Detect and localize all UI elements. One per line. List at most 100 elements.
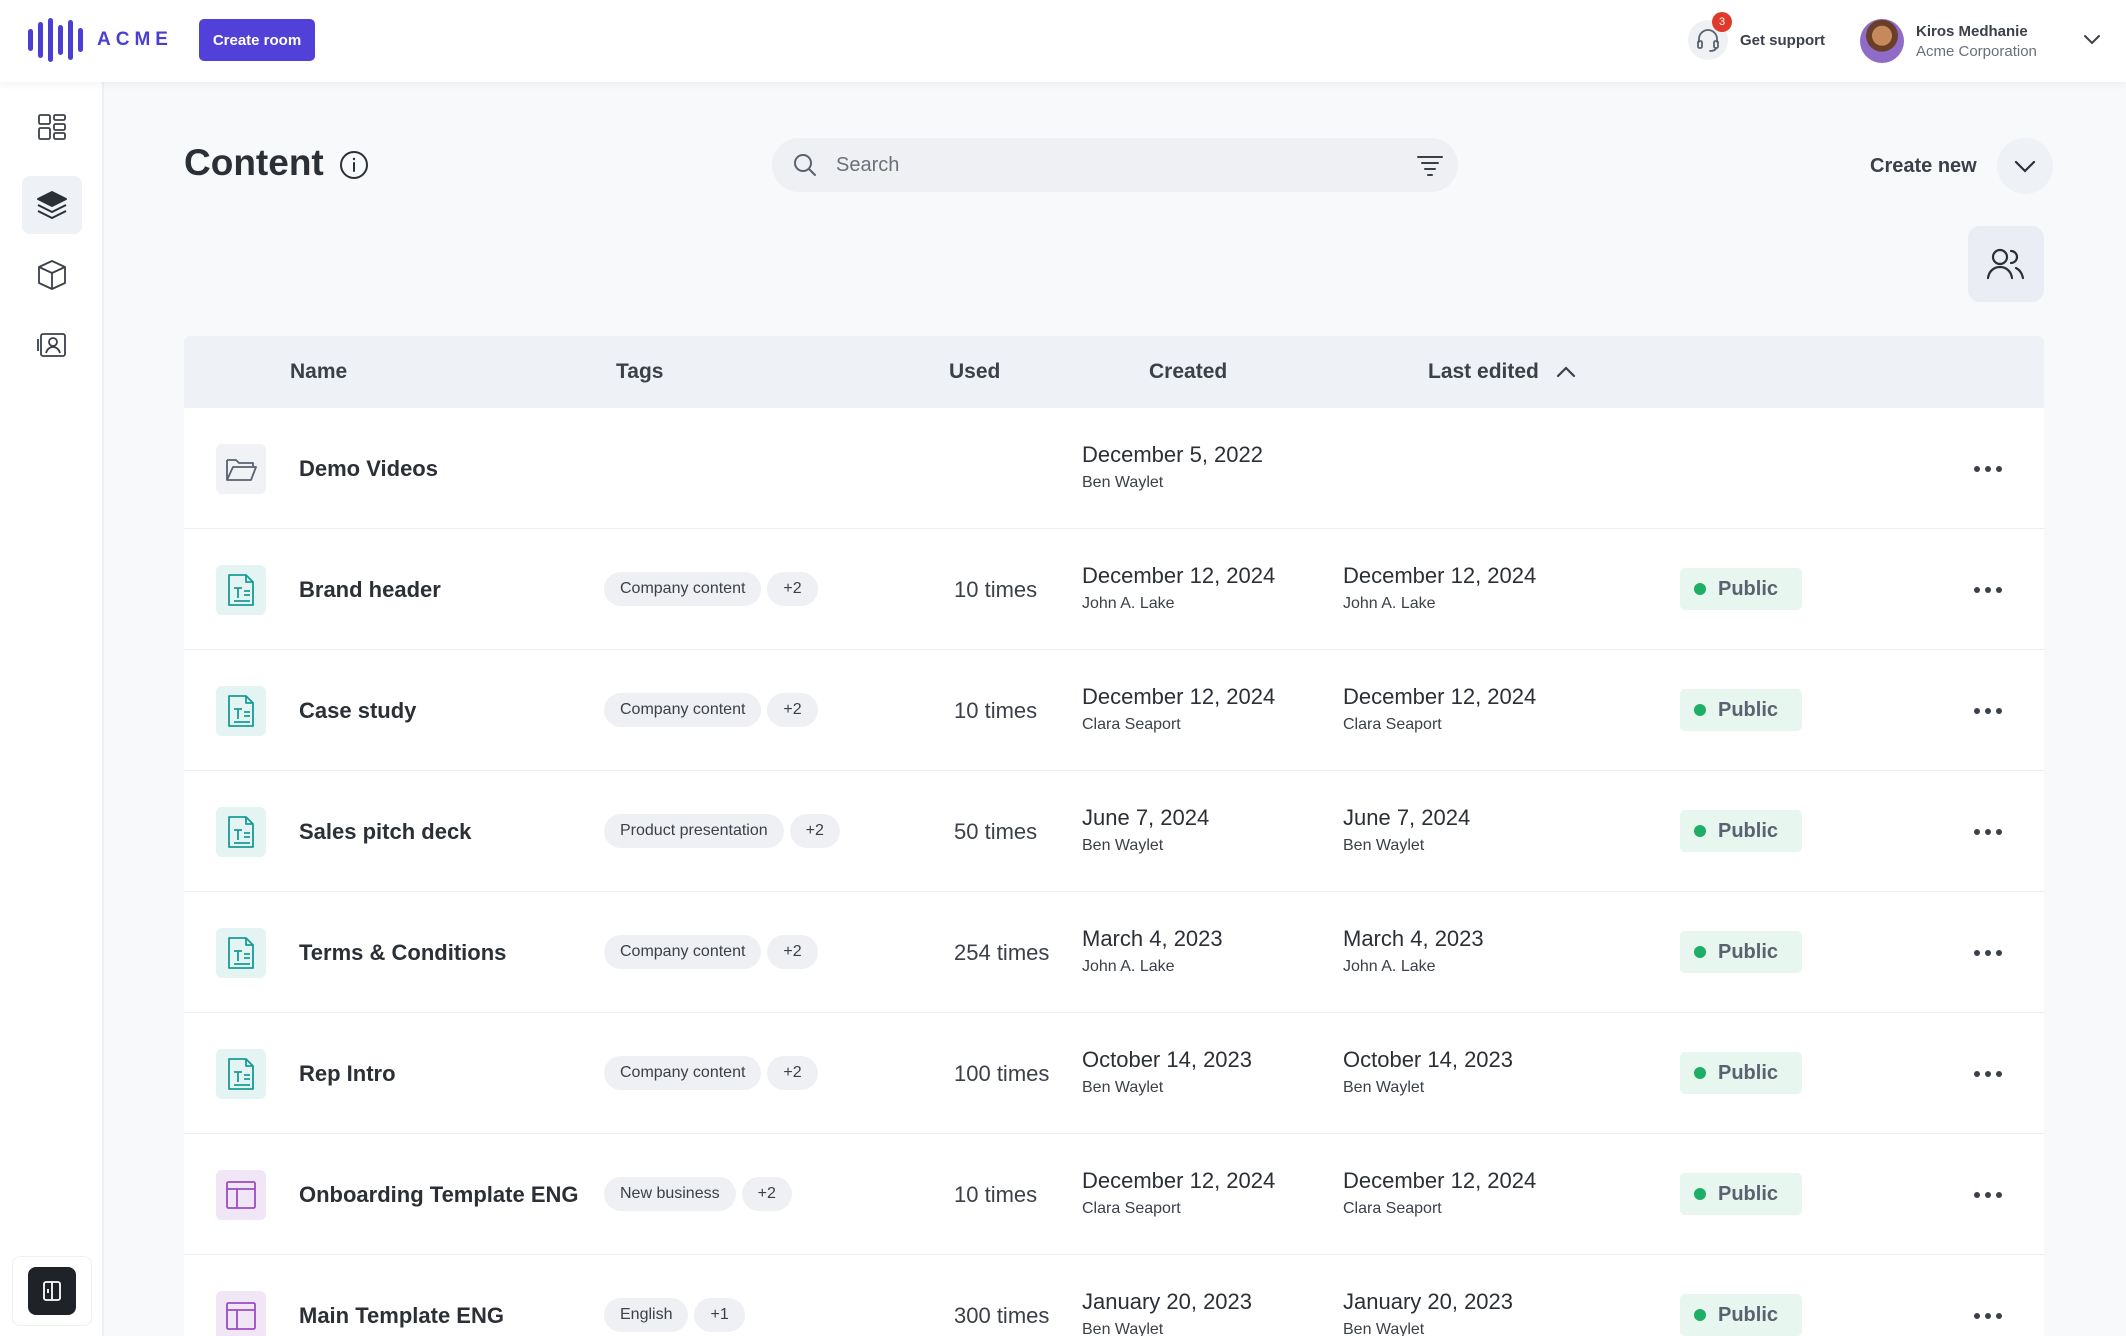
notification-badge: 3 bbox=[1712, 12, 1732, 32]
sidebar-item-products[interactable] bbox=[22, 246, 82, 304]
template-layout-icon bbox=[216, 1291, 266, 1336]
tag-chip[interactable]: +2 bbox=[767, 693, 818, 727]
created-by: Ben Waylet bbox=[1082, 837, 1164, 854]
tag-chip[interactable]: Company content bbox=[604, 935, 762, 969]
sort-ascending-icon bbox=[1556, 366, 1575, 378]
tag-chip[interactable]: +2 bbox=[741, 1177, 792, 1211]
row-tags: New business +2 bbox=[604, 1177, 792, 1211]
status-badge: Public bbox=[1680, 1173, 1802, 1215]
more-options-button[interactable] bbox=[1968, 936, 2008, 970]
create-new-menu[interactable]: Create new bbox=[1870, 138, 2053, 194]
more-options-button[interactable] bbox=[1968, 1299, 2008, 1333]
collapse-sidebar-button[interactable] bbox=[12, 1256, 92, 1326]
column-header-name[interactable]: Name bbox=[290, 360, 348, 383]
create-room-button[interactable]: Create room bbox=[199, 19, 315, 61]
status-label: Public bbox=[1718, 1061, 1779, 1084]
more-dots-icon bbox=[1974, 829, 1980, 835]
tag-chip[interactable]: +2 bbox=[767, 935, 818, 969]
more-options-button[interactable] bbox=[1968, 1057, 2008, 1091]
sidebar-item-dashboard[interactable] bbox=[22, 98, 82, 156]
created-by: Ben Waylet bbox=[1082, 1321, 1164, 1336]
created-by: Clara Seaport bbox=[1082, 716, 1181, 733]
tag-chip[interactable]: +2 bbox=[767, 572, 818, 606]
get-support-label: Get support bbox=[1740, 31, 1825, 49]
chevron-down-icon[interactable] bbox=[2082, 32, 2102, 46]
more-options-button[interactable] bbox=[1968, 573, 2008, 607]
more-dots-icon bbox=[1974, 708, 1980, 714]
page-title: Content bbox=[184, 142, 324, 183]
created-by: Ben Waylet bbox=[1082, 474, 1164, 491]
table-row[interactable]: Terms & Conditions Company content +2 254 t… bbox=[184, 892, 2044, 1013]
row-tags: English +1 bbox=[604, 1298, 745, 1332]
table-row[interactable]: Rep Intro Company content +2 100 times Octo… bbox=[184, 1013, 2044, 1134]
more-options-button[interactable] bbox=[1968, 694, 2008, 728]
sidebar-item-contacts[interactable] bbox=[22, 316, 82, 374]
created-date: December 5, 2022 bbox=[1082, 442, 1263, 467]
tag-chip[interactable]: +1 bbox=[694, 1298, 745, 1332]
status-badge: Public bbox=[1680, 931, 1802, 973]
last-edited-date: October 14, 2023 bbox=[1343, 1047, 1514, 1072]
tag-chip[interactable]: Company content bbox=[604, 1056, 762, 1090]
box-icon bbox=[38, 260, 66, 290]
dashboard-grid-icon bbox=[38, 114, 66, 140]
table-row[interactable]: Brand header Company content +2 10 times De… bbox=[184, 529, 2044, 650]
tag-chip[interactable]: New business bbox=[604, 1177, 736, 1211]
table-row[interactable]: Sales pitch deck Product presentation +2 50… bbox=[184, 771, 2044, 892]
created-cell: January 20, 2023 Ben Waylet bbox=[1082, 1289, 1252, 1336]
column-header-last-edited[interactable]: Last edited bbox=[1428, 360, 1577, 384]
table-row[interactable]: Main Template ENG English +1 300 times Janu… bbox=[184, 1255, 2044, 1336]
row-name[interactable]: Sales pitch deck bbox=[299, 819, 472, 844]
created-cell: December 12, 2024 John A. Lake bbox=[1082, 563, 1275, 613]
row-name[interactable]: Rep Intro bbox=[299, 1061, 396, 1086]
sidebar bbox=[0, 82, 104, 1336]
column-header-used[interactable]: Used bbox=[949, 360, 1001, 383]
tag-chip[interactable]: English bbox=[604, 1298, 689, 1332]
usage-count: 300 times bbox=[954, 1303, 1050, 1328]
row-name[interactable]: Case study bbox=[299, 698, 417, 723]
last-edited-date: June 7, 2024 bbox=[1343, 805, 1471, 830]
more-options-button[interactable] bbox=[1968, 452, 2008, 486]
tag-chip[interactable]: Company content bbox=[604, 572, 762, 606]
created-date: December 12, 2024 bbox=[1082, 563, 1276, 588]
last-edited-cell: March 4, 2023 John A. Lake bbox=[1343, 926, 1484, 976]
acme-logo[interactable]: ACME bbox=[28, 18, 173, 62]
row-name[interactable]: Brand header bbox=[299, 577, 441, 602]
last-edited-cell: January 20, 2023 Ben Waylet bbox=[1343, 1289, 1513, 1336]
row-tags: Company content +2 bbox=[604, 693, 818, 727]
user-menu[interactable]: Kiros Medhanie Acme Corporation bbox=[1860, 18, 2037, 64]
last-edited-by: Ben Waylet bbox=[1343, 1321, 1425, 1336]
more-options-button[interactable] bbox=[1968, 1178, 2008, 1212]
usage-count: 50 times bbox=[954, 819, 1038, 844]
last-edited-date: December 12, 2024 bbox=[1343, 563, 1537, 588]
status-dot bbox=[1694, 946, 1706, 958]
column-header-created[interactable]: Created bbox=[1149, 360, 1228, 383]
get-support-link[interactable]: 3 Get support bbox=[1688, 12, 1825, 62]
status-badge: Public bbox=[1680, 810, 1802, 852]
row-name[interactable]: Onboarding Template ENG bbox=[299, 1182, 579, 1207]
tag-chip[interactable]: +2 bbox=[767, 1056, 818, 1090]
last-edited-by: Clara Seaport bbox=[1343, 1200, 1442, 1217]
filter-icon[interactable] bbox=[1416, 154, 1444, 176]
status-badge: Public bbox=[1680, 568, 1802, 610]
tag-chip[interactable]: Product presentation bbox=[604, 814, 784, 848]
tag-chip[interactable]: Company content bbox=[604, 693, 762, 727]
avatar bbox=[1860, 19, 1904, 63]
content-table: Name Tags Used Created Last edited Demo … bbox=[184, 336, 2044, 1336]
status-label: Public bbox=[1718, 1182, 1779, 1205]
row-name[interactable]: Demo Videos bbox=[299, 456, 438, 481]
status-badge: Public bbox=[1680, 689, 1802, 731]
info-icon[interactable] bbox=[339, 150, 369, 180]
tag-chip[interactable]: +2 bbox=[789, 814, 840, 848]
shared-users-button[interactable] bbox=[1968, 226, 2044, 302]
more-options-button[interactable] bbox=[1968, 815, 2008, 849]
column-header-tags[interactable]: Tags bbox=[616, 360, 664, 383]
row-name[interactable]: Main Template ENG bbox=[299, 1303, 504, 1328]
table-row[interactable]: Case study Company content +2 10 times Dece… bbox=[184, 650, 2044, 771]
create-new-dropdown-button[interactable] bbox=[1996, 138, 2053, 194]
sidebar-item-content[interactable] bbox=[22, 176, 82, 234]
table-row[interactable]: Demo Videos December 5, 2022 Ben Waylet bbox=[184, 408, 2044, 529]
table-row[interactable]: Onboarding Template ENG New business +2 10 … bbox=[184, 1134, 2044, 1255]
last-edited-date: December 12, 2024 bbox=[1343, 1168, 1537, 1193]
search-input[interactable] bbox=[836, 138, 1356, 192]
row-name[interactable]: Terms & Conditions bbox=[299, 940, 507, 965]
